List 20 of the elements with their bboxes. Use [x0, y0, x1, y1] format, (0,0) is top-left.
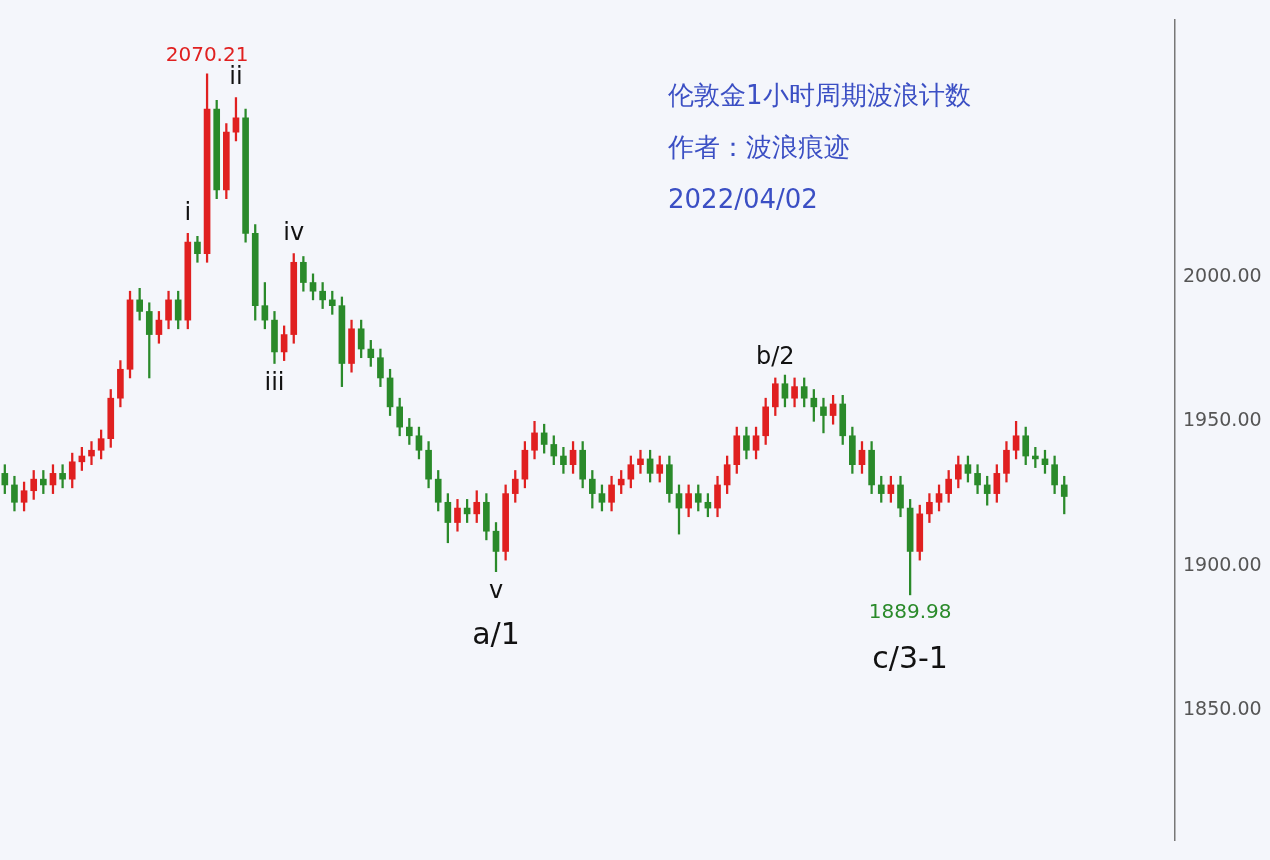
annotation: a/1	[472, 616, 520, 652]
candlestick	[88, 441, 95, 466]
annotation: iii	[264, 367, 285, 396]
candlestick	[820, 397, 827, 434]
annotation: b/2	[756, 342, 795, 371]
text: 伦敦金1小时周期波浪计数	[668, 79, 971, 110]
annotation: v	[488, 575, 504, 604]
y-tick-label: 1850.00	[1183, 697, 1262, 720]
y-tick-label: 1950.00	[1183, 408, 1262, 431]
annotation: c/3-1	[872, 639, 948, 675]
annotation: iv	[283, 217, 305, 246]
candlestick	[560, 447, 567, 474]
y-tick-label: 1900.00	[1183, 552, 1262, 575]
annotation: 2022/04/02	[668, 183, 818, 214]
y-tick-label: 2000.00	[1183, 263, 1262, 286]
text: 作者：波浪痕迹	[667, 131, 850, 162]
annotation: i	[184, 197, 192, 226]
annotation: 1889.98	[868, 599, 952, 624]
candlestick	[59, 464, 66, 489]
candlestick	[637, 449, 644, 474]
